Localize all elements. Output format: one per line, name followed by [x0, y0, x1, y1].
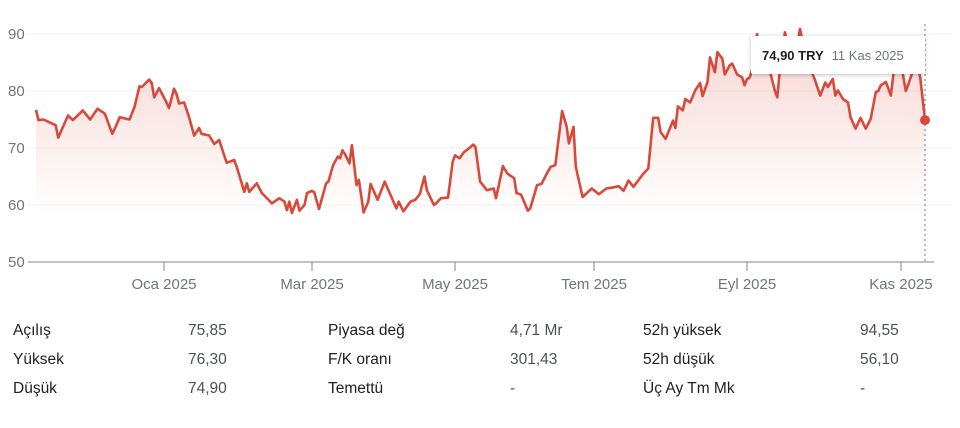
tooltip-price: 74,90 TRY — [762, 47, 824, 63]
hover-point — [920, 115, 930, 126]
stat-label-52w-high: 52h yüksek — [643, 322, 722, 339]
x-tick-label: Oca 2025 — [131, 276, 196, 293]
stat-label-open: Açılış — [13, 322, 51, 339]
y-tick-label: 80 — [8, 83, 25, 100]
stat-value-pe-ratio: 301,43 — [510, 351, 558, 368]
stat-value-52w-low: 56,10 — [860, 351, 899, 368]
stats-row: Yüksek 76,30 F/K oranı 301,43 52h düşük … — [13, 351, 953, 380]
stat-value-dividend: - — [510, 380, 516, 397]
stat-label-low: Düşük — [13, 380, 57, 397]
x-tick-label: Eyl 2025 — [718, 276, 776, 293]
stat-value-high: 76,30 — [188, 351, 227, 368]
stat-label-dividend: Temettü — [328, 380, 384, 397]
stat-label-quarterly: Üç Ay Tm Mk — [643, 380, 735, 397]
y-tick-label: 50 — [8, 254, 25, 271]
stats-row: Düşük 74,90 Temettü - Üç Ay Tm Mk - — [13, 380, 953, 409]
x-tick-label: Mar 2025 — [280, 276, 343, 293]
x-tick-label: May 2025 — [422, 276, 488, 293]
stat-value-52w-high: 94,55 — [860, 322, 899, 339]
stat-value-quarterly: - — [860, 380, 866, 397]
stat-label-pe-ratio: F/K oranı — [328, 351, 392, 368]
stat-value-market-cap: 4,71 Mr — [510, 322, 563, 339]
stat-label-52w-low: 52h düşük — [643, 351, 715, 368]
stat-value-open: 75,85 — [188, 322, 227, 339]
key-stats-table: Açılış 75,85 Piyasa değ 4,71 Mr 52h yüks… — [13, 322, 953, 409]
stat-label-market-cap: Piyasa değ — [328, 322, 405, 339]
y-tick-label: 90 — [8, 26, 25, 43]
y-tick-label: 60 — [8, 197, 25, 214]
tooltip-date: 11 Kas 2025 — [831, 47, 904, 63]
price-area-fill — [36, 28, 925, 263]
x-tick-label: Tem 2025 — [561, 276, 627, 293]
price-tooltip: 74,90 TRY 11 Kas 2025 — [751, 36, 925, 74]
stat-label-high: Yüksek — [13, 351, 64, 368]
stats-row: Açılış 75,85 Piyasa değ 4,71 Mr 52h yüks… — [13, 322, 953, 351]
x-tick-label: Kas 2025 — [869, 276, 932, 293]
y-tick-label: 70 — [8, 140, 25, 157]
stat-value-low: 74,90 — [188, 380, 227, 397]
